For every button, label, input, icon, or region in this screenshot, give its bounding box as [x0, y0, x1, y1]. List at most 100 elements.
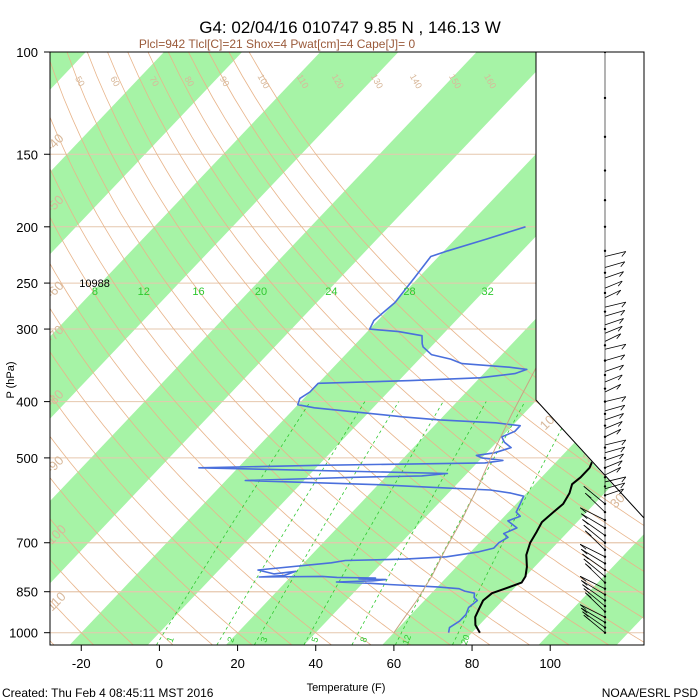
wind-barb-flag [621, 439, 627, 446]
wind-barb [604, 364, 624, 372]
plot-frame [49, 51, 645, 646]
wind-barb-flag [620, 446, 626, 453]
dry-adiabat-line [50, 59, 570, 645]
isotherm-band [50, 52, 555, 584]
wind-level-dot [603, 476, 607, 479]
wind-level-dot [603, 344, 607, 347]
y-tick-label: 100 [16, 45, 38, 60]
wind-barb [604, 439, 626, 446]
isotherm-label: -90 [43, 453, 67, 477]
dry-adiabat-line [228, 52, 644, 481]
dry-adiabat-line [167, 52, 644, 549]
y-tick-label: 850 [16, 585, 38, 600]
y-tick-label: 250 [16, 276, 38, 291]
y-tick-label: 300 [16, 322, 38, 337]
wind-barb-flag [616, 289, 622, 296]
mixing-ratio-line [303, 401, 444, 645]
wind-barb [580, 507, 606, 521]
wind-barb-flag [582, 584, 589, 590]
wind-barb [604, 453, 624, 461]
x-tick-label: 20 [230, 656, 244, 671]
bottom-mixing-ratio-label: 5 [309, 636, 320, 644]
wind-barb [604, 289, 621, 299]
wind-barb-flag [617, 374, 623, 381]
wind-barb-flag [580, 548, 588, 555]
wind-barb-flag [621, 344, 627, 350]
dry-adiabat-line [50, 167, 491, 645]
wind-level-dot [603, 225, 607, 229]
dry-adiabat-label: 100 [256, 72, 272, 90]
wind-barb-flag [621, 301, 627, 308]
wind-level-dot [603, 424, 607, 427]
wind-barb-flag [579, 604, 587, 610]
wind-barb [604, 310, 625, 317]
wind-barb [604, 271, 624, 279]
wind-barb-flag [583, 588, 591, 594]
mixing-ratio-label: 28 [403, 286, 415, 298]
dry-adiabat-line [50, 558, 134, 645]
isotherm-band [538, 533, 644, 645]
wind-barb [604, 325, 623, 334]
wind-barb-flag [619, 271, 624, 277]
wind-barb [604, 476, 626, 483]
wind-panel-mask [536, 52, 644, 520]
wind-barb-flag [621, 476, 627, 483]
wind-barb-flag [616, 467, 622, 473]
wind-barb-flag [617, 325, 623, 332]
mixing-ratio-line [253, 401, 400, 645]
isotherm-label: -60 [43, 278, 67, 302]
created-timestamp: Created: Thu Feb 4 08:45:11 MST 2016 [2, 686, 214, 700]
dry-adiabat-label: 50 [73, 74, 87, 88]
isotherm-label: -110 [40, 589, 68, 617]
wind-barb [581, 607, 606, 623]
wind-barb-flag [619, 364, 624, 371]
wind-barb-flag [579, 507, 587, 513]
dry-adiabat-labels: 50 60 70 80 90 100 110 120 130 140 150 160 [73, 72, 498, 90]
x-tick-label: 0 [156, 656, 163, 671]
wind-barb-flag [620, 354, 626, 361]
wind-barb-flag [579, 575, 587, 582]
dry-adiabat-line [50, 216, 451, 645]
x-tick-label: 100 [539, 656, 561, 671]
dry-adiabat-line [50, 640, 55, 645]
wind-level-dot [603, 169, 607, 172]
wind-barb [604, 374, 623, 383]
wind-barb-flag [617, 421, 623, 427]
wind-barb [604, 343, 626, 350]
dry-adiabat-line [50, 351, 332, 645]
bottom-mixing-ratio-label: 12 [400, 633, 413, 646]
wind-barb-flag [582, 519, 589, 525]
wind-barb [604, 446, 625, 454]
wind-barb [604, 404, 625, 412]
mixing-ratio-line [452, 401, 577, 645]
wind-barb [604, 301, 626, 308]
dry-adiabat-line [50, 393, 293, 645]
mixing-ratio-line [351, 401, 487, 645]
mixing-ratio-labels: 8 12 16 20 24 28 321 2 3 5 8 12 20 [92, 286, 494, 646]
wind-barb [580, 543, 606, 558]
wind-barb [604, 488, 624, 496]
chart-subtitle: Plcl=942 Tlcl[C]=21 Shox=4 Pwat[cm]=4 Ca… [139, 37, 416, 51]
wind-barb [604, 421, 623, 429]
dry-adiabat-line [50, 307, 372, 645]
wind-barb-flag [585, 592, 592, 598]
x-tick-label: 40 [309, 656, 323, 671]
wind-barbs [579, 52, 627, 634]
wind-barb-flag [580, 513, 588, 519]
wind-level-dot [603, 456, 607, 460]
bottom-mixing-ratio-label: 20 [459, 633, 472, 646]
wind-level-dot [603, 291, 607, 295]
wind-barb-flag [583, 524, 591, 531]
wind-barb [604, 280, 623, 289]
wind-level-dot [603, 327, 607, 331]
wind-level-dot [603, 446, 607, 449]
dry-adiabat-line [188, 52, 644, 527]
wind-barb-flag [585, 492, 592, 499]
wind-barb-flag [621, 251, 627, 257]
x-axis: -20 0 20 40 60 80 100 [72, 645, 561, 671]
dry-adiabat-line [50, 518, 174, 645]
dry-adiabat-label: 70 [147, 74, 161, 88]
mixing-ratio-label: 20 [255, 286, 267, 298]
wind-level-dot [603, 249, 607, 253]
wind-barb-flag [585, 563, 592, 569]
